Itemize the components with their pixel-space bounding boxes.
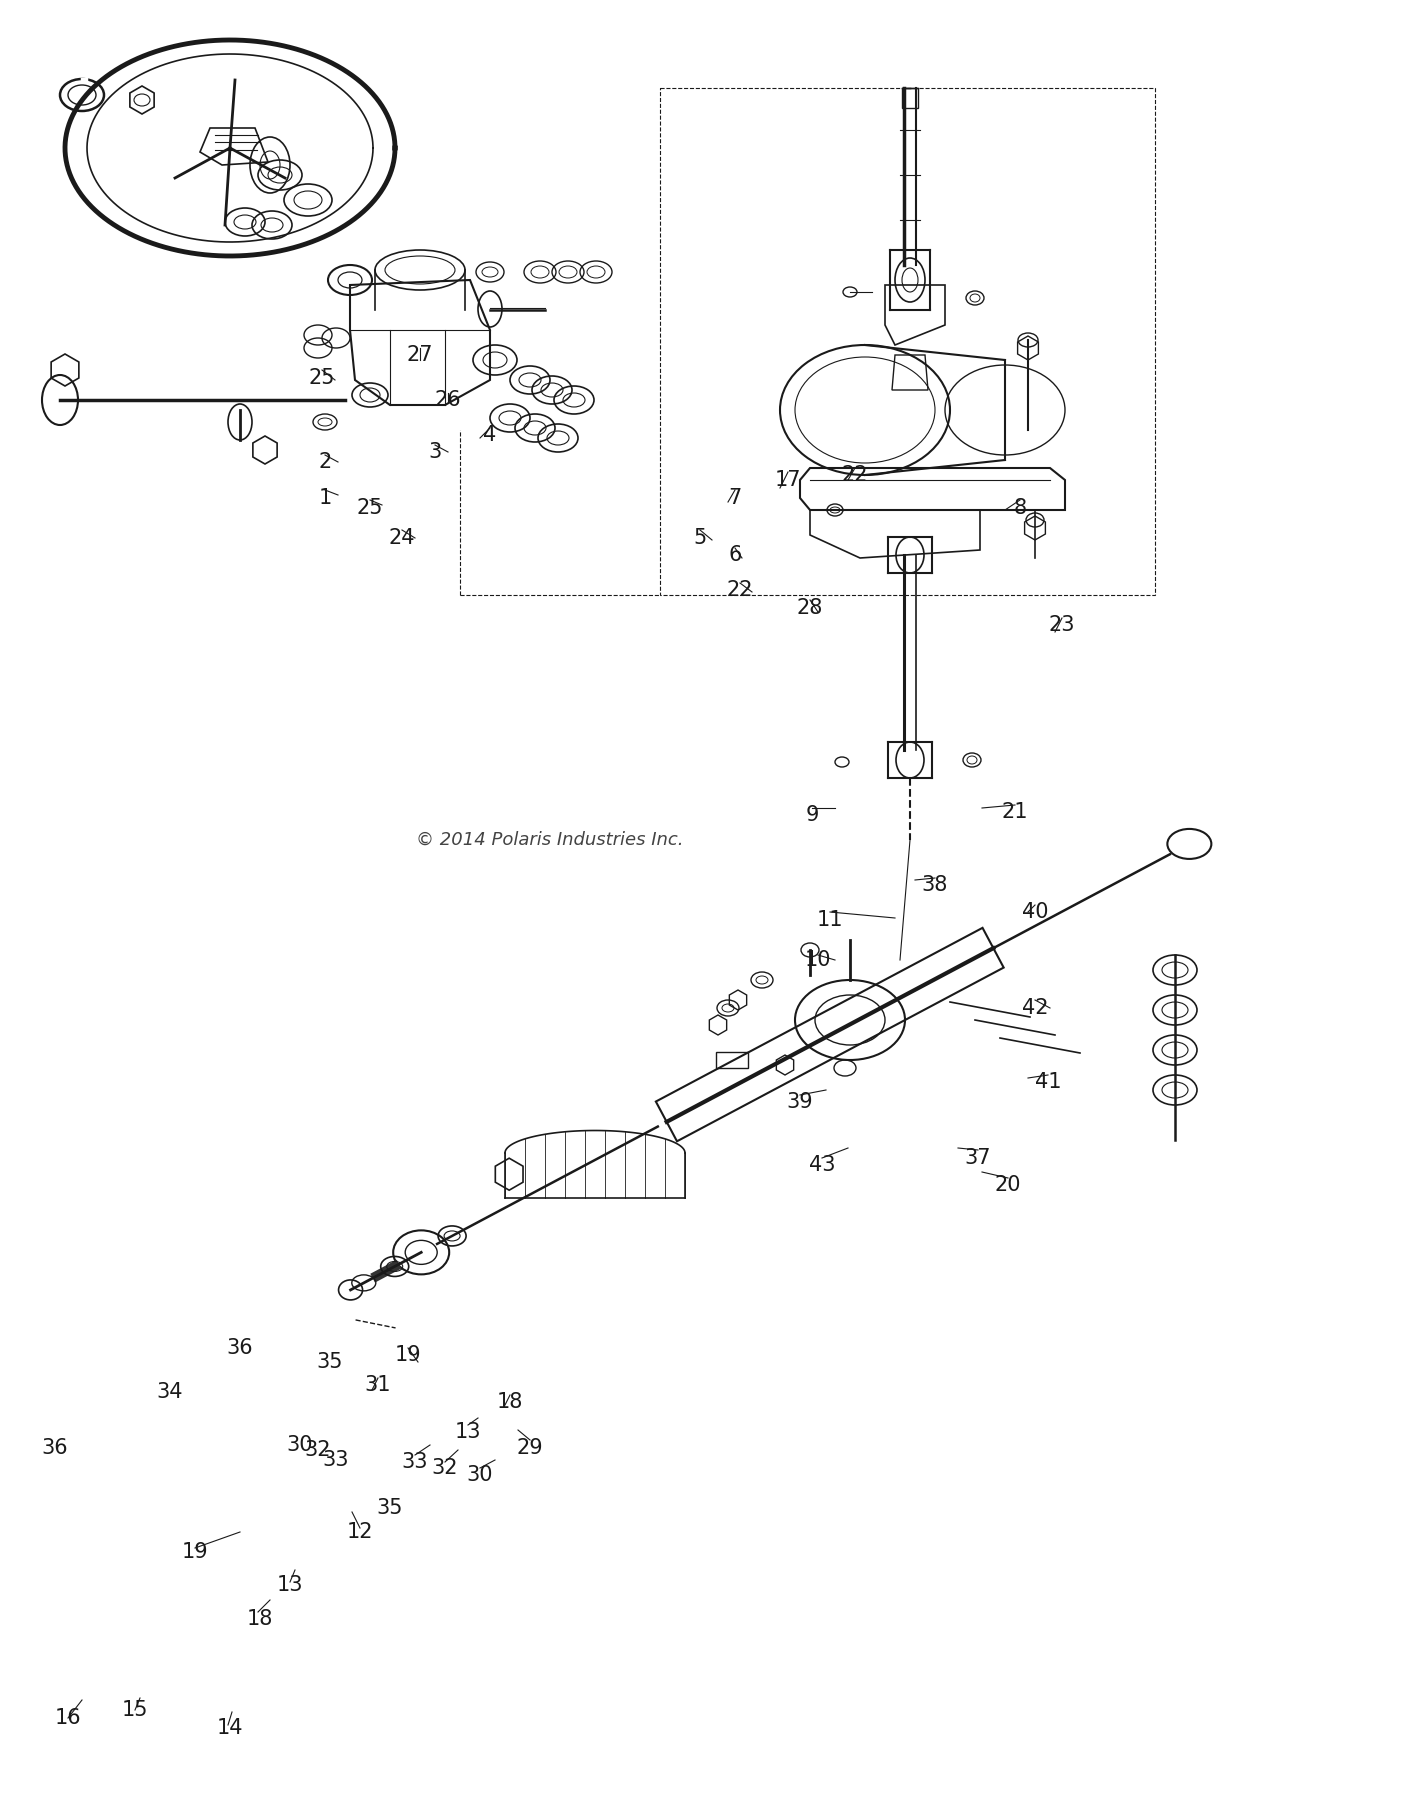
Text: 23: 23 bbox=[1049, 615, 1076, 635]
Text: 35: 35 bbox=[377, 1498, 404, 1517]
Text: 41: 41 bbox=[1034, 1071, 1061, 1091]
Text: 6: 6 bbox=[728, 546, 741, 566]
Text: 25: 25 bbox=[309, 368, 336, 388]
Text: 32: 32 bbox=[305, 1440, 332, 1459]
Polygon shape bbox=[370, 1260, 401, 1282]
Text: 3: 3 bbox=[428, 442, 442, 462]
Text: 13: 13 bbox=[455, 1421, 482, 1441]
Text: 43: 43 bbox=[809, 1155, 835, 1175]
Text: 40: 40 bbox=[1022, 903, 1049, 923]
Text: 18: 18 bbox=[497, 1392, 523, 1412]
Text: 29: 29 bbox=[517, 1438, 543, 1458]
Text: 33: 33 bbox=[402, 1452, 428, 1472]
Text: 4: 4 bbox=[483, 424, 496, 444]
Text: 9: 9 bbox=[805, 805, 819, 825]
Text: 36: 36 bbox=[41, 1438, 68, 1458]
Text: 27: 27 bbox=[407, 344, 434, 364]
Text: 34: 34 bbox=[157, 1382, 183, 1401]
Text: 39: 39 bbox=[786, 1091, 813, 1111]
Text: 7: 7 bbox=[728, 488, 741, 508]
Text: 38: 38 bbox=[922, 876, 948, 896]
Text: 22: 22 bbox=[842, 464, 869, 486]
Text: © 2014 Polaris Industries Inc.: © 2014 Polaris Industries Inc. bbox=[417, 830, 684, 848]
Text: 1: 1 bbox=[319, 488, 332, 508]
Text: 37: 37 bbox=[965, 1148, 992, 1168]
Text: 10: 10 bbox=[805, 950, 832, 970]
Text: 30: 30 bbox=[466, 1465, 493, 1485]
Text: 24: 24 bbox=[388, 528, 415, 548]
Text: 17: 17 bbox=[775, 470, 801, 490]
Text: 21: 21 bbox=[1002, 801, 1029, 821]
Text: 5: 5 bbox=[693, 528, 707, 548]
Text: 42: 42 bbox=[1022, 997, 1049, 1019]
Text: 2: 2 bbox=[319, 451, 332, 471]
Text: 33: 33 bbox=[323, 1450, 349, 1470]
Text: 28: 28 bbox=[796, 598, 823, 618]
Text: 18: 18 bbox=[247, 1608, 273, 1630]
Text: 12: 12 bbox=[347, 1521, 373, 1543]
Text: 14: 14 bbox=[217, 1719, 244, 1739]
Text: 35: 35 bbox=[317, 1352, 343, 1372]
Text: 16: 16 bbox=[55, 1708, 81, 1728]
Text: 32: 32 bbox=[432, 1458, 458, 1478]
Text: 19: 19 bbox=[181, 1543, 208, 1563]
Text: 30: 30 bbox=[286, 1436, 313, 1456]
Text: 36: 36 bbox=[227, 1338, 254, 1358]
Text: 19: 19 bbox=[395, 1345, 421, 1365]
Text: 26: 26 bbox=[435, 390, 462, 410]
Text: 20: 20 bbox=[995, 1175, 1022, 1195]
Text: 25: 25 bbox=[357, 499, 383, 519]
Text: 8: 8 bbox=[1013, 499, 1026, 519]
Text: 22: 22 bbox=[727, 580, 754, 600]
Text: 15: 15 bbox=[122, 1701, 149, 1721]
Text: 13: 13 bbox=[276, 1575, 303, 1595]
Text: 11: 11 bbox=[816, 910, 843, 930]
Text: 31: 31 bbox=[364, 1374, 391, 1394]
